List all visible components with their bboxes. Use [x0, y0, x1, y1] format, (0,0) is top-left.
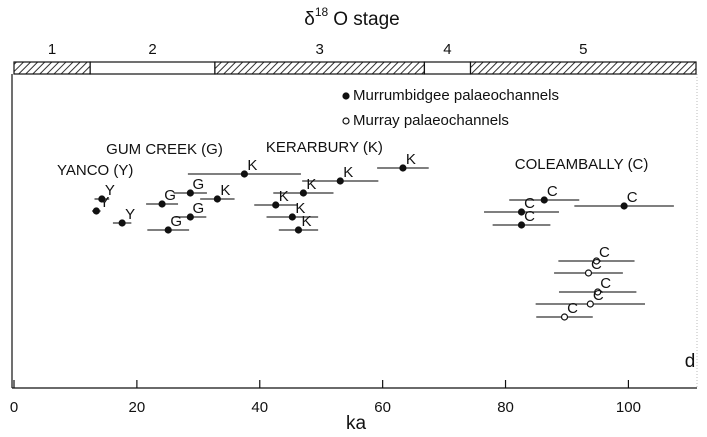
point-label: C [627, 189, 638, 206]
point-label: C [524, 195, 535, 212]
stage-label: 1 [48, 41, 56, 58]
point-label: K [220, 182, 230, 199]
point [517, 208, 526, 216]
legend-marker [342, 117, 350, 125]
point [240, 170, 249, 178]
point-label: G [164, 187, 176, 204]
point [118, 219, 126, 227]
point [186, 189, 194, 197]
point [560, 313, 569, 321]
point [92, 207, 100, 215]
x-tick-label: 60 [374, 399, 391, 416]
point-label: G [170, 213, 182, 230]
point-label: C [600, 275, 611, 292]
stage-segment [214, 61, 426, 75]
group-label: GUM CREEK (G) [106, 141, 223, 158]
point [592, 257, 601, 265]
point-label: G [193, 200, 205, 217]
point-label: Y [105, 182, 115, 199]
point-label: C [567, 300, 578, 317]
chart-title: δ18 O stage [304, 5, 399, 30]
legend-label: Murrumbidgee palaeochannels [353, 87, 559, 104]
stage-label: 5 [579, 41, 587, 58]
point-label: K [279, 188, 289, 205]
stage-label: 3 [315, 41, 323, 58]
legend-marker [342, 92, 350, 100]
x-tick-label: 20 [129, 399, 146, 416]
point-label: K [343, 164, 353, 181]
point-label: C [593, 287, 604, 304]
stage-label: 4 [443, 41, 451, 58]
x-tick-label: 0 [10, 399, 18, 416]
point [517, 221, 526, 229]
point [594, 288, 602, 296]
point-label: Y [125, 206, 135, 223]
group-label: YANCO (Y) [57, 162, 133, 179]
point-label: K [406, 151, 416, 168]
point [620, 202, 628, 210]
point [586, 300, 594, 308]
point-label: G [193, 176, 205, 193]
point [272, 201, 280, 209]
stage-label: 2 [148, 41, 156, 58]
stage-segment [423, 61, 472, 75]
point-label: K [301, 213, 311, 230]
stage-segment [13, 61, 91, 75]
x-axis-label: ka [346, 413, 367, 434]
point [186, 213, 194, 221]
point-label: Y [99, 194, 109, 211]
panel-label: d [685, 351, 696, 372]
point-label: K [306, 176, 316, 193]
x-tick-label: 80 [497, 399, 514, 416]
x-tick-label: 40 [251, 399, 268, 416]
title-symbol: δ [304, 9, 315, 30]
title-superscript: 18 [315, 5, 329, 19]
point [299, 189, 307, 197]
point [336, 177, 344, 185]
stage-segment [469, 61, 697, 75]
point [213, 195, 221, 203]
point [584, 269, 593, 277]
stage-segment [89, 61, 216, 75]
point [540, 196, 548, 204]
point-label: K [247, 157, 257, 174]
point-label: C [591, 256, 602, 273]
group-label: KERARBURY (K) [266, 139, 383, 156]
point [399, 164, 407, 172]
point [158, 200, 166, 208]
point-label: C [547, 183, 558, 200]
point-label: K [295, 200, 305, 217]
title-text: O stage [333, 9, 400, 30]
point [288, 213, 296, 221]
point [98, 195, 106, 203]
point [294, 226, 303, 234]
group-label: COLEAMBALLY (C) [515, 156, 649, 173]
x-tick-label: 100 [616, 399, 641, 416]
point-label: C [524, 208, 535, 225]
point [164, 226, 172, 234]
point-label: C [599, 244, 610, 261]
legend-label: Murray palaeochannels [353, 112, 509, 129]
